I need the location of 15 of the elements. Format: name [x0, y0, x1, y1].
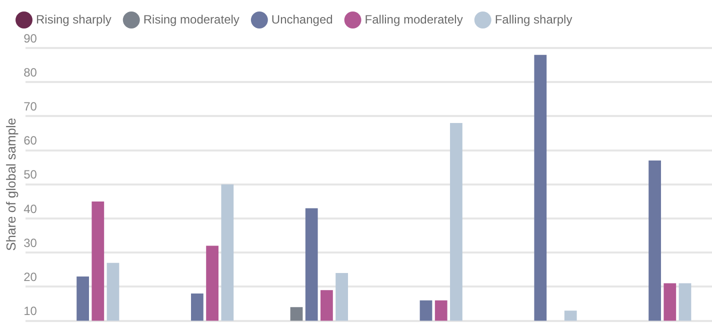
y-tick-label: 50 — [24, 168, 38, 182]
y-tick-label: 10 — [24, 304, 38, 318]
y-tick-label: 60 — [24, 134, 38, 148]
y-axis-title: Share of global sample — [3, 118, 18, 251]
legend-label: Rising sharply — [36, 12, 112, 26]
y-tick-label: 40 — [24, 202, 38, 216]
y-tick-label: 90 — [24, 31, 38, 46]
y-tick-label: 70 — [24, 100, 38, 114]
legend-label: Falling moderately — [364, 12, 463, 26]
y-tick-label: 30 — [24, 236, 38, 250]
legend-label: Falling sharply — [494, 12, 572, 26]
legend-label: Rising moderately — [143, 12, 240, 26]
legend-label: Unchanged — [271, 12, 333, 26]
y-tick-label: 20 — [24, 270, 38, 284]
y-tick-label: 80 — [24, 65, 38, 80]
